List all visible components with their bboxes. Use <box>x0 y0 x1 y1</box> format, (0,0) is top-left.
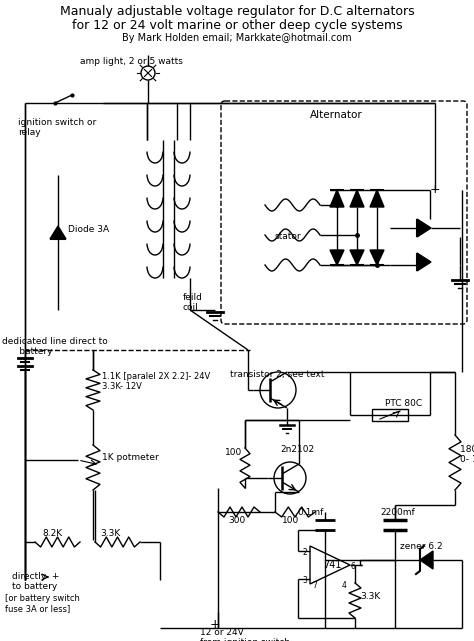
Text: +: + <box>210 618 220 631</box>
Text: +: + <box>430 183 441 196</box>
Text: 3.3K: 3.3K <box>100 529 120 538</box>
Text: for 12 or 24 volt marine or other deep cycle systems: for 12 or 24 volt marine or other deep c… <box>72 19 402 32</box>
Text: PTC 80C: PTC 80C <box>385 399 422 408</box>
Text: By Mark Holden email; Markkate@hotmail.com: By Mark Holden email; Markkate@hotmail.c… <box>122 33 352 43</box>
Polygon shape <box>417 253 431 271</box>
Polygon shape <box>370 190 384 207</box>
Polygon shape <box>370 250 384 265</box>
Polygon shape <box>330 250 344 265</box>
Text: Diode 3A: Diode 3A <box>68 225 109 234</box>
Text: to battery: to battery <box>12 582 57 591</box>
Text: ignition switch or
relay: ignition switch or relay <box>18 118 96 137</box>
Text: 300: 300 <box>228 516 245 525</box>
Text: stator: stator <box>275 232 301 241</box>
Text: [or battery switch: [or battery switch <box>5 594 80 603</box>
Text: 2n2102: 2n2102 <box>280 445 314 454</box>
Text: Alternator: Alternator <box>310 110 363 120</box>
Polygon shape <box>350 190 364 207</box>
Text: 1.1K [paralel 2X 2.2]- 24V
3.3K- 12V: 1.1K [paralel 2X 2.2]- 24V 3.3K- 12V <box>102 372 210 392</box>
Text: 12 or 24V
from ignition switch
or relay: 12 or 24V from ignition switch or relay <box>200 628 290 641</box>
Text: 7: 7 <box>312 581 317 590</box>
Text: 4: 4 <box>342 581 347 590</box>
Text: feild
coil: feild coil <box>183 293 203 312</box>
Text: 1K potmeter: 1K potmeter <box>102 453 159 462</box>
Text: 2: 2 <box>302 548 307 557</box>
Polygon shape <box>50 226 66 239</box>
Polygon shape <box>420 551 433 569</box>
Text: 8.2K: 8.2K <box>42 529 62 538</box>
Text: 741: 741 <box>323 560 341 570</box>
Text: 100: 100 <box>225 448 242 457</box>
Text: transistor 2; see text: transistor 2; see text <box>230 370 325 379</box>
Text: 6: 6 <box>351 562 356 571</box>
Text: 0.1mf: 0.1mf <box>297 508 323 517</box>
Text: 3: 3 <box>302 576 307 585</box>
Text: zener 6.2: zener 6.2 <box>400 542 443 551</box>
Text: amp light, 2 or 5 watts: amp light, 2 or 5 watts <box>80 57 183 66</box>
FancyBboxPatch shape <box>372 409 408 421</box>
Text: Manualy adjustable voltage regulator for D.C alternators: Manualy adjustable voltage regulator for… <box>60 5 414 18</box>
Text: 100: 100 <box>282 516 299 525</box>
Polygon shape <box>330 190 344 207</box>
Polygon shape <box>417 219 431 237</box>
Text: fuse 3A or less]: fuse 3A or less] <box>5 604 70 613</box>
Polygon shape <box>350 250 364 265</box>
Text: directly  +: directly + <box>12 572 59 581</box>
Text: 180- 24V
0- 12V: 180- 24V 0- 12V <box>460 445 474 464</box>
Text: dedicated line direct to
      battery: dedicated line direct to battery <box>2 337 108 356</box>
Text: 3.3K: 3.3K <box>360 592 380 601</box>
Text: 2200mf: 2200mf <box>380 508 415 517</box>
